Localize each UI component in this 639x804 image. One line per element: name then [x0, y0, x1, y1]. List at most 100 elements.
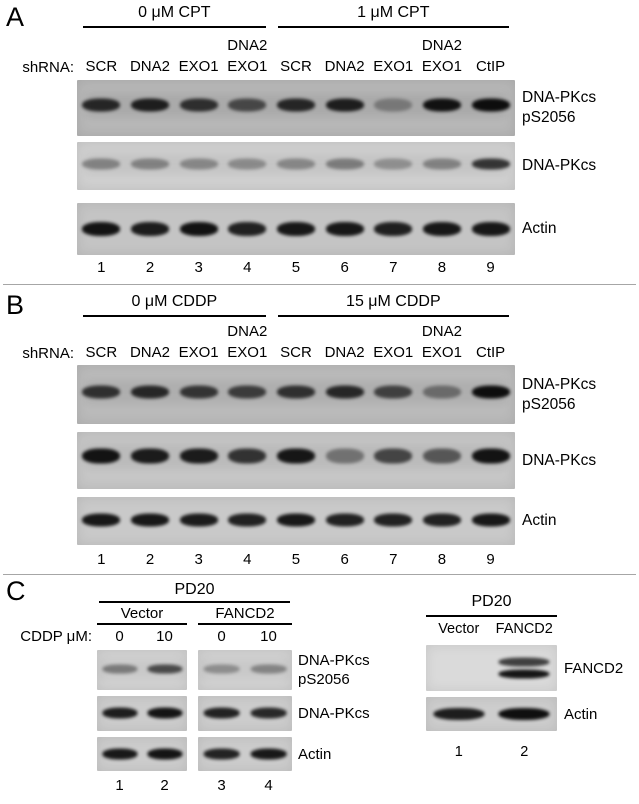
cddp-doses: 0 10 0 10 [97, 627, 292, 646]
gel-band [498, 708, 550, 720]
gel-band [374, 98, 413, 112]
col-labels-right: Vector FANCD2 [426, 619, 557, 639]
blot-a-dna-pkcs-ps2056 [77, 80, 515, 136]
treatment-label: 1 μM CPT [357, 4, 430, 21]
lane-number: 4 [243, 551, 252, 568]
gutter [0, 365, 77, 424]
lane-label-text: SCR [280, 58, 312, 75]
lane-number: 9 [486, 259, 495, 276]
gel-band [325, 158, 364, 170]
blot-label-line: Actin [522, 220, 557, 237]
panel-a-letter: A [6, 2, 25, 32]
blot-label-line: DNA-PKcs [522, 451, 597, 469]
blot-row-b-actin: Actin [0, 497, 556, 545]
blot-row-a-dna-pkcs: DNA-PKcs [0, 142, 596, 190]
lane-labels-a: SCR DNA2 EXO1 DNA2 EXO1 SCR DNA2 EXO1 DNA… [77, 30, 515, 77]
lane-label: EXO1 [174, 30, 223, 77]
lane-number: 5 [291, 551, 301, 568]
gel-band [325, 513, 364, 527]
lane-number: 3 [217, 776, 226, 794]
lane-number: 7 [389, 551, 398, 568]
gutter [0, 551, 77, 569]
lane-number: 3 [194, 259, 203, 276]
gutter [0, 737, 97, 771]
gutter [0, 581, 97, 603]
lane-label: DNA2 EXO1 [223, 321, 272, 363]
lane-label: DNA2 EXO1 [418, 30, 467, 77]
gutter [0, 650, 97, 690]
lane-label: DNA2 [126, 321, 175, 363]
vector-fancd2-subheader-row: Vector FANCD2 [0, 605, 292, 625]
blot-actin-right [426, 697, 557, 731]
lane-label-text: EXO1 [227, 344, 268, 361]
lane-number: 2 [145, 551, 155, 568]
panel-c: C PD20 Vector FANCD2 CDDP μM: 0 10 [0, 575, 639, 804]
lane-number: 7 [389, 259, 398, 276]
lane-label-text: EXO1 [373, 58, 414, 75]
panel-b-letter: B [6, 290, 25, 320]
gel-band [179, 385, 218, 399]
lane-label: SCR [272, 30, 321, 77]
gel-band [131, 448, 169, 464]
lane-label-text: SCR [280, 344, 312, 361]
panel-c-letter: C [6, 576, 26, 606]
gel-band [82, 513, 121, 527]
blot-row-c-ps2056: DNA-PKcs pS2056 [0, 650, 422, 690]
gel-band [423, 158, 461, 170]
gutter [0, 497, 77, 545]
gel-band [179, 448, 218, 464]
blot-fancd2 [426, 645, 557, 691]
lane-label-top: DNA2 [227, 37, 268, 54]
lane-number: 9 [486, 551, 495, 568]
lane-label: EXO1 [174, 321, 223, 363]
lane-label: EXO1 [369, 321, 418, 363]
lane-numbers-row-c-left: 1 2 3 4 [0, 776, 292, 794]
lane-label: DNA2 [320, 321, 369, 363]
blot-label-c-ps2056: DNA-PKcs pS2056 [292, 650, 422, 690]
lane-label-text: CtIP [475, 344, 506, 361]
lane-label: DNA2 [126, 30, 175, 77]
gel-band [203, 748, 240, 760]
blot-c-dna-pkcs-vector [97, 696, 187, 731]
blot-label-c-actin: Actin [292, 737, 422, 771]
gel-band [423, 448, 461, 464]
blot-a-actin [77, 203, 515, 255]
blot-row-actin-right: Actin [426, 697, 597, 731]
lane-numbers-row-right: 1 2 [426, 743, 557, 761]
treatment-group-0um-cddp: 0 μM CDDP [83, 293, 266, 317]
gel-band [131, 513, 169, 527]
gel-band [277, 513, 315, 527]
gel-band [101, 664, 138, 674]
gel-band [325, 98, 364, 112]
number-pair-vector: 1 2 [97, 776, 187, 794]
gel-band [423, 513, 461, 527]
lane-label: DNA2 [320, 30, 369, 77]
gel-band [433, 708, 485, 720]
spacer [515, 321, 522, 363]
pd20-header-left: PD20 [99, 581, 290, 603]
dose-pair-fancd2: 0 10 [198, 627, 292, 646]
gel-band [277, 222, 315, 236]
group-label-fancd2: FANCD2 [198, 605, 292, 625]
lane-label: CtIP [466, 30, 515, 77]
gel-band [471, 385, 510, 399]
blot-label-actin-right: Actin [557, 697, 597, 731]
gel-band [374, 448, 413, 464]
lane-label: CtIP [466, 321, 515, 363]
gutter [0, 776, 97, 794]
blot-label-line: Actin [564, 705, 598, 723]
gel-band [277, 158, 315, 170]
blot-row-c-actin: Actin [0, 737, 422, 771]
lane-label-text: EXO1 [178, 58, 219, 75]
lane-label-text: SCR [85, 344, 118, 361]
blot-label-line: Actin [298, 745, 332, 763]
blot-label-c-dna-pkcs: DNA-PKcs [292, 696, 422, 731]
gel-band [374, 513, 413, 527]
blot-label-a-actin: Actin [515, 203, 556, 255]
lane-label-text: EXO1 [373, 344, 414, 361]
blot-row-c-dna-pkcs: DNA-PKcs [0, 696, 422, 731]
treatment-group-15um-cddp: 15 μM CDDP [277, 293, 509, 317]
dose-value: 0 [115, 628, 124, 645]
gutter [0, 203, 77, 255]
